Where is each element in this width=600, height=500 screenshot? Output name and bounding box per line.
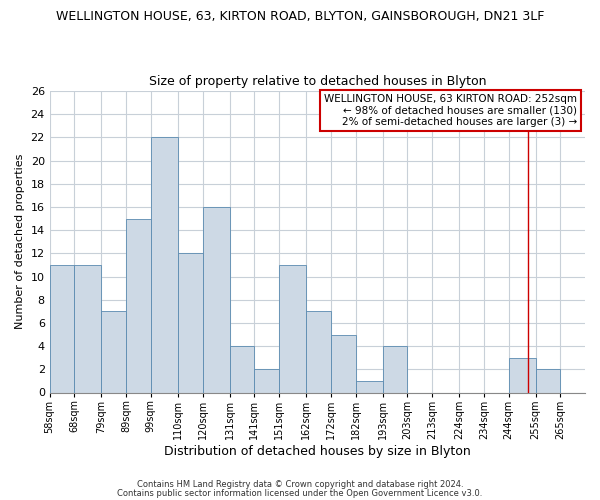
Text: Contains HM Land Registry data © Crown copyright and database right 2024.: Contains HM Land Registry data © Crown c… xyxy=(137,480,463,489)
X-axis label: Distribution of detached houses by size in Blyton: Distribution of detached houses by size … xyxy=(164,444,471,458)
Bar xyxy=(178,254,203,392)
Bar xyxy=(254,370,279,392)
Text: WELLINGTON HOUSE, 63, KIRTON ROAD, BLYTON, GAINSBOROUGH, DN21 3LF: WELLINGTON HOUSE, 63, KIRTON ROAD, BLYTO… xyxy=(56,10,544,23)
Y-axis label: Number of detached properties: Number of detached properties xyxy=(15,154,25,330)
Bar xyxy=(331,334,356,392)
Bar xyxy=(306,312,331,392)
Bar xyxy=(509,358,536,392)
Bar xyxy=(203,207,230,392)
Bar xyxy=(383,346,407,393)
Bar xyxy=(230,346,254,393)
Bar xyxy=(279,265,306,392)
Bar xyxy=(356,381,383,392)
Text: Contains public sector information licensed under the Open Government Licence v3: Contains public sector information licen… xyxy=(118,488,482,498)
Title: Size of property relative to detached houses in Blyton: Size of property relative to detached ho… xyxy=(149,76,486,88)
Bar xyxy=(74,265,101,392)
Bar xyxy=(101,312,126,392)
Text: WELLINGTON HOUSE, 63 KIRTON ROAD: 252sqm
← 98% of detached houses are smaller (1: WELLINGTON HOUSE, 63 KIRTON ROAD: 252sqm… xyxy=(324,94,577,128)
Bar xyxy=(151,138,178,392)
Bar xyxy=(536,370,560,392)
Bar xyxy=(50,265,74,392)
Bar xyxy=(126,218,151,392)
